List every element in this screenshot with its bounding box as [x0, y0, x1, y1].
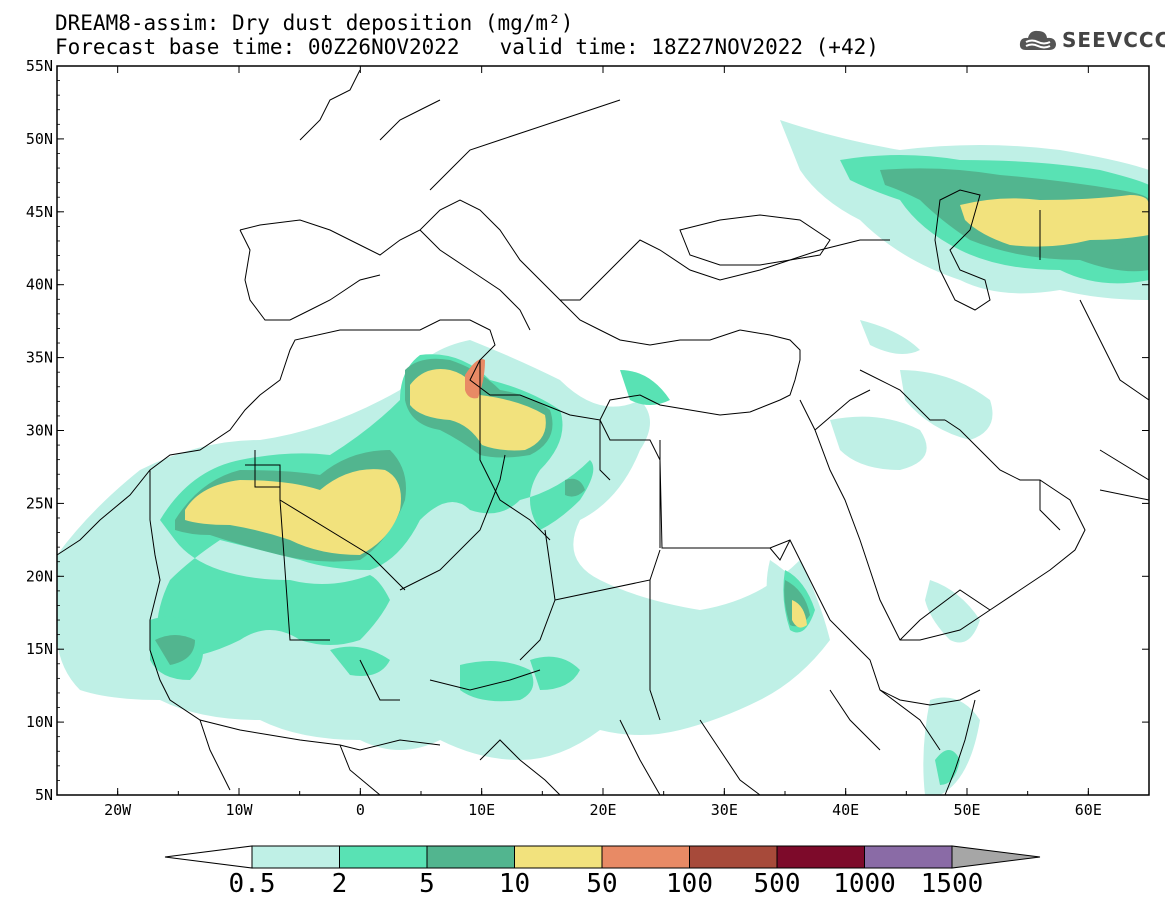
colorbar-label: 1000 — [833, 869, 896, 899]
cloud-icon — [1019, 30, 1056, 50]
lat-label: 40N — [26, 276, 53, 294]
level-10-fields — [185, 195, 1149, 628]
colorbar-over-triangle — [951, 845, 1041, 869]
colorbar-label: 0.5 — [229, 869, 276, 899]
colorbar-segment — [601, 845, 690, 869]
colorbar-label: 1500 — [921, 869, 984, 899]
lat-label: 30N — [26, 422, 53, 440]
colorbar-label: 10 — [499, 869, 530, 899]
colorbar-label: 100 — [666, 869, 713, 899]
forecast-times: Forecast base time: 00Z26NOV2022 valid ti… — [55, 36, 879, 58]
colorbar-segment — [426, 845, 515, 869]
lon-label: 0 — [356, 801, 365, 819]
coastlines-and-borders — [56, 69, 1150, 796]
colorbar-under-triangle — [164, 845, 253, 869]
colorbar-label: 500 — [754, 869, 801, 899]
latitude-axis: 55N 50N 45N 40N 35N 30N 25N 20N 15N 10N 5N — [26, 57, 1149, 804]
lon-label: 10E — [468, 801, 495, 819]
lon-label: 20E — [589, 801, 616, 819]
lat-label: 20N — [26, 567, 53, 585]
colorbar-segment — [864, 845, 953, 869]
lon-label: 20W — [104, 801, 132, 819]
colorbar-segment — [514, 845, 603, 869]
lat-label: 55N — [26, 57, 53, 75]
colorbar: 0.5 2 5 10 50 100 500 1000 1500 — [164, 845, 1041, 899]
valid-time: valid time: 18Z27NOV2022 (+42) — [499, 35, 879, 59]
lon-label: 10W — [225, 801, 253, 819]
lat-label: 5N — [35, 786, 53, 804]
longitude-axis: 20W 10W 0 10E 20E 30E 40E 50E 60E — [56, 66, 1150, 819]
logo-text: SEEVCCC — [1062, 28, 1165, 52]
colorbar-segment — [339, 845, 428, 869]
lat-label: 50N — [26, 130, 53, 148]
base-time: Forecast base time: 00Z26NOV2022 — [55, 35, 460, 59]
lat-label: 15N — [26, 640, 53, 658]
deposition-shading — [57, 120, 1149, 795]
lat-label: 25N — [26, 494, 53, 512]
lon-label: 60E — [1075, 801, 1102, 819]
colorbar-segment — [251, 845, 340, 869]
seevccc-logo: SEEVCCC — [1018, 26, 1165, 54]
colorbar-label: 50 — [586, 869, 617, 899]
lon-label: 30E — [711, 801, 738, 819]
colorbar-label: 5 — [419, 869, 435, 899]
colorbar-segment — [689, 845, 778, 869]
map-title: DREAM8-assim: Dry dust deposition (mg/m²… — [55, 11, 574, 35]
colorbar-segment — [776, 845, 865, 869]
lon-label: 50E — [953, 801, 980, 819]
colorbar-label: 2 — [332, 869, 348, 899]
lat-label: 45N — [26, 203, 53, 221]
lon-label: 40E — [832, 801, 859, 819]
lat-label: 10N — [26, 713, 53, 731]
lat-label: 35N — [26, 349, 53, 367]
